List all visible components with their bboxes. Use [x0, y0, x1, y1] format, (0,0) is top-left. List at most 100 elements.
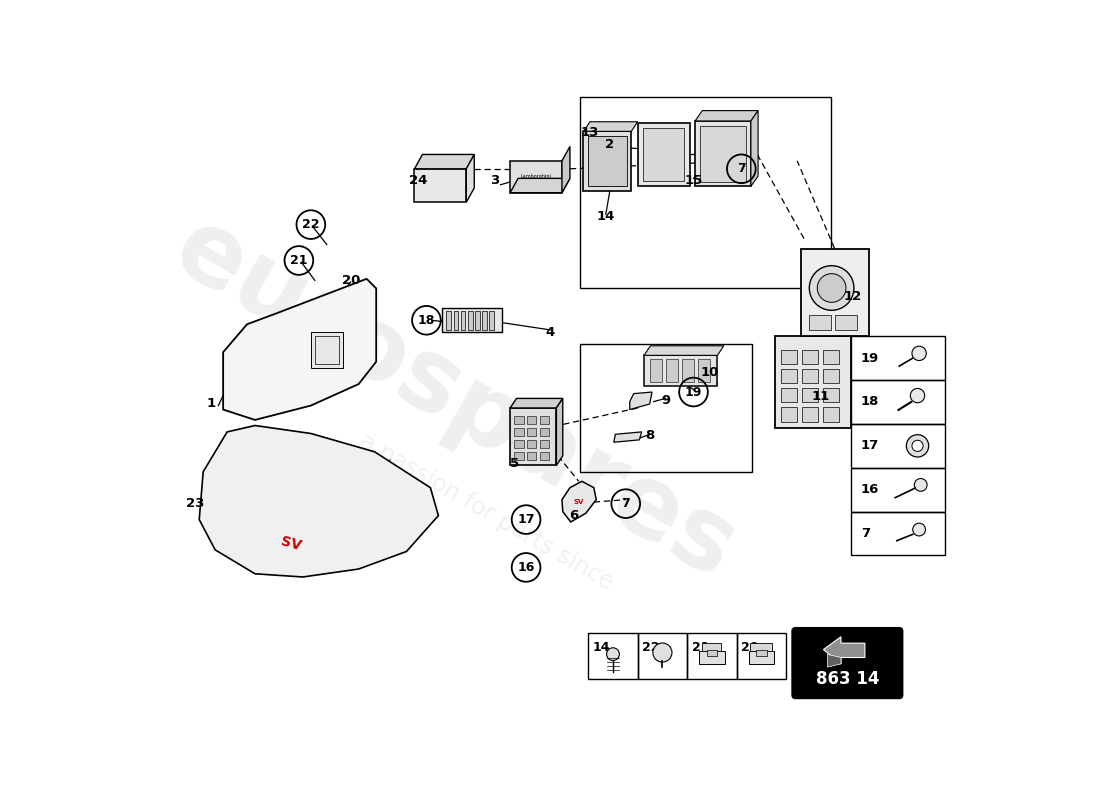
Bar [527, 416, 537, 424]
Text: 7: 7 [737, 162, 746, 175]
Text: SV: SV [279, 534, 302, 553]
Polygon shape [824, 637, 865, 664]
Text: 20: 20 [741, 641, 759, 654]
Text: 13: 13 [581, 126, 600, 139]
Polygon shape [629, 392, 652, 410]
Bar [527, 428, 537, 436]
FancyBboxPatch shape [792, 628, 902, 698]
Bar [781, 388, 798, 402]
Bar [514, 440, 524, 448]
Bar [588, 136, 627, 186]
Bar [540, 416, 549, 424]
Polygon shape [510, 398, 563, 408]
Bar [447, 310, 451, 330]
Bar [667, 359, 679, 382]
Bar [453, 310, 459, 330]
Bar [698, 359, 711, 382]
Text: 1: 1 [207, 398, 216, 410]
Bar [638, 633, 688, 679]
Text: 16: 16 [517, 561, 535, 574]
Bar [823, 350, 838, 364]
Bar [482, 310, 487, 330]
Bar [737, 633, 786, 679]
Bar [514, 452, 524, 460]
Circle shape [914, 478, 927, 491]
Bar [802, 350, 818, 364]
Bar [835, 315, 857, 330]
Text: 8: 8 [645, 430, 654, 442]
Circle shape [906, 434, 928, 457]
Bar [851, 424, 945, 468]
Bar [750, 643, 772, 651]
Bar [802, 369, 818, 383]
Bar [461, 310, 465, 330]
Circle shape [912, 440, 923, 451]
Text: 10: 10 [701, 366, 718, 378]
Text: 863 14: 863 14 [815, 670, 879, 688]
Bar [540, 452, 549, 460]
Text: 22: 22 [642, 641, 660, 654]
Bar [315, 336, 339, 364]
Text: 14: 14 [593, 641, 611, 654]
Bar [707, 650, 716, 656]
Polygon shape [510, 408, 557, 466]
Bar [475, 310, 480, 330]
Circle shape [606, 648, 619, 661]
Bar [810, 315, 832, 330]
Circle shape [817, 274, 846, 302]
Bar [514, 428, 524, 436]
Polygon shape [827, 654, 842, 667]
Bar [527, 440, 537, 448]
Polygon shape [466, 154, 474, 202]
Text: 18: 18 [861, 395, 879, 409]
Bar [700, 126, 746, 182]
Polygon shape [751, 110, 758, 186]
Bar [781, 407, 798, 422]
Bar [650, 359, 662, 382]
Bar [588, 633, 638, 679]
Bar [540, 428, 549, 436]
Text: 23: 23 [186, 497, 205, 510]
Polygon shape [510, 161, 562, 193]
Polygon shape [415, 169, 466, 202]
Bar [801, 249, 869, 336]
Polygon shape [557, 398, 563, 466]
Bar [695, 121, 751, 186]
Bar [851, 512, 945, 555]
Text: 19: 19 [861, 352, 879, 365]
Bar [682, 359, 694, 382]
Polygon shape [562, 482, 596, 522]
Bar [581, 344, 751, 472]
Bar [851, 468, 945, 512]
Text: 14: 14 [596, 210, 615, 223]
Circle shape [652, 643, 672, 662]
Text: SV: SV [573, 499, 584, 505]
Text: 24: 24 [409, 174, 428, 187]
Bar [540, 440, 549, 448]
Polygon shape [199, 426, 439, 577]
Text: 7: 7 [621, 497, 630, 510]
Circle shape [911, 389, 925, 402]
Circle shape [913, 523, 925, 536]
Circle shape [810, 266, 854, 310]
Polygon shape [415, 154, 474, 169]
Text: 17: 17 [861, 439, 879, 452]
Polygon shape [510, 178, 570, 193]
Bar [468, 310, 473, 330]
Polygon shape [614, 432, 641, 442]
Text: a passion for parts since: a passion for parts since [355, 429, 617, 594]
Text: 9: 9 [661, 394, 670, 406]
Bar [514, 416, 524, 424]
Text: 6: 6 [570, 509, 579, 522]
Bar [823, 369, 838, 383]
Bar [490, 310, 494, 330]
Text: 21: 21 [290, 254, 308, 267]
Bar [442, 308, 503, 332]
Text: Lamborghini: Lamborghini [520, 174, 551, 179]
Bar [823, 388, 838, 402]
Bar [583, 131, 631, 191]
Polygon shape [562, 146, 570, 193]
Text: 20: 20 [341, 274, 360, 287]
Text: 4: 4 [546, 326, 554, 338]
Bar [688, 633, 737, 679]
